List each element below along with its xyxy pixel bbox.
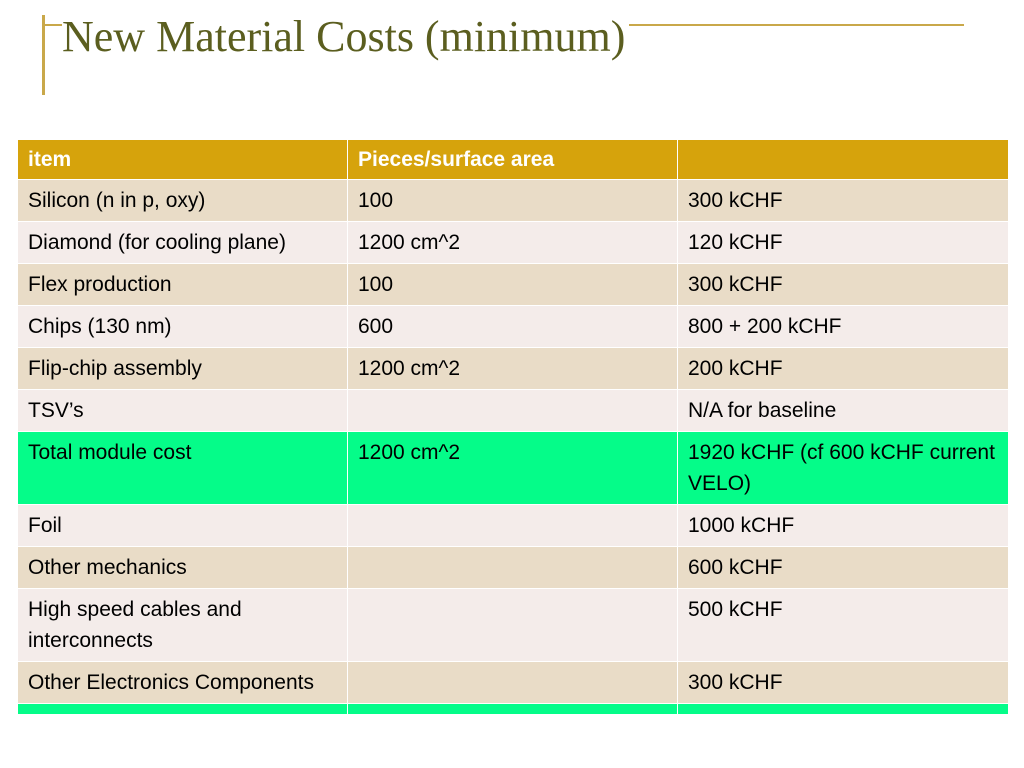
cell-quantity: 100 — [347, 179, 678, 222]
cell-cost: 300 kCHF — [677, 263, 1009, 306]
cell-quantity — [347, 588, 678, 662]
cell-cost: 1920 kCHF (cf 600 kCHF current VELO) — [677, 431, 1009, 505]
cell-cost: 800 + 200 kCHF — [677, 305, 1009, 348]
table-row: Foil 1000 kCHF — [17, 504, 1009, 547]
cell-quantity — [347, 504, 678, 547]
table-row: Flip-chip assembly 1200 cm^2 200 kCHF — [17, 347, 1009, 390]
cell-cost: 600 kCHF — [677, 546, 1009, 589]
header-item: item — [17, 139, 348, 180]
table-row: TSV’s N/A for baseline — [17, 389, 1009, 432]
cell-item: Total module cost — [17, 431, 348, 505]
table-row: Diamond (for cooling plane) 1200 cm^2 12… — [17, 221, 1009, 264]
cell-cost: 300 kCHF — [677, 179, 1009, 222]
table-row: Other Electronics Components 300 kCHF — [17, 661, 1009, 704]
cell-cost: 300 kCHF — [677, 661, 1009, 704]
cell-quantity: 100 — [347, 263, 678, 306]
table-row: Silicon (n in p, oxy) 100 300 kCHF — [17, 179, 1009, 222]
table-row: High speed cables and interconnects 500 … — [17, 588, 1009, 662]
cell-cost: 500 kCHF — [677, 588, 1009, 662]
cell-quantity — [347, 703, 678, 715]
cell-item: Flip-chip assembly — [17, 347, 348, 390]
title-accent-vertical-line — [42, 15, 45, 95]
cell-cost: 1000 kCHF — [677, 504, 1009, 547]
cell-item — [17, 703, 348, 715]
cell-item: Flex production — [17, 263, 348, 306]
table-row-total-cut-off — [17, 703, 1009, 715]
cell-item: Diamond (for cooling plane) — [17, 221, 348, 264]
table-row: Flex production 100 300 kCHF — [17, 263, 1009, 306]
material-costs-table: item Pieces/surface area Silicon (n in p… — [17, 139, 1009, 715]
cell-quantity: 1200 cm^2 — [347, 347, 678, 390]
cell-item: TSV’s — [17, 389, 348, 432]
table-header-row: item Pieces/surface area — [17, 139, 1009, 180]
cell-cost: 200 kCHF — [677, 347, 1009, 390]
header-pieces-surface-area: Pieces/surface area — [347, 139, 678, 180]
cell-item: Other Electronics Components — [17, 661, 348, 704]
cell-cost — [677, 703, 1009, 715]
cell-item: Silicon (n in p, oxy) — [17, 179, 348, 222]
cell-item: Other mechanics — [17, 546, 348, 589]
cell-quantity: 600 — [347, 305, 678, 348]
cell-item: High speed cables and interconnects — [17, 588, 348, 662]
cell-cost: N/A for baseline — [677, 389, 1009, 432]
cell-cost: 120 kCHF — [677, 221, 1009, 264]
cell-quantity — [347, 389, 678, 432]
table-row: Other mechanics 600 kCHF — [17, 546, 1009, 589]
slide-title: New Material Costs (minimum) — [62, 8, 630, 66]
cell-item: Foil — [17, 504, 348, 547]
header-cost — [677, 139, 1009, 180]
cell-quantity: 1200 cm^2 — [347, 431, 678, 505]
cell-quantity — [347, 661, 678, 704]
table-row: Chips (130 nm) 600 800 + 200 kCHF — [17, 305, 1009, 348]
table-row-total-module-cost: Total module cost 1200 cm^2 1920 kCHF (c… — [17, 431, 1009, 505]
cell-quantity: 1200 cm^2 — [347, 221, 678, 264]
cell-item: Chips (130 nm) — [17, 305, 348, 348]
cell-quantity — [347, 546, 678, 589]
